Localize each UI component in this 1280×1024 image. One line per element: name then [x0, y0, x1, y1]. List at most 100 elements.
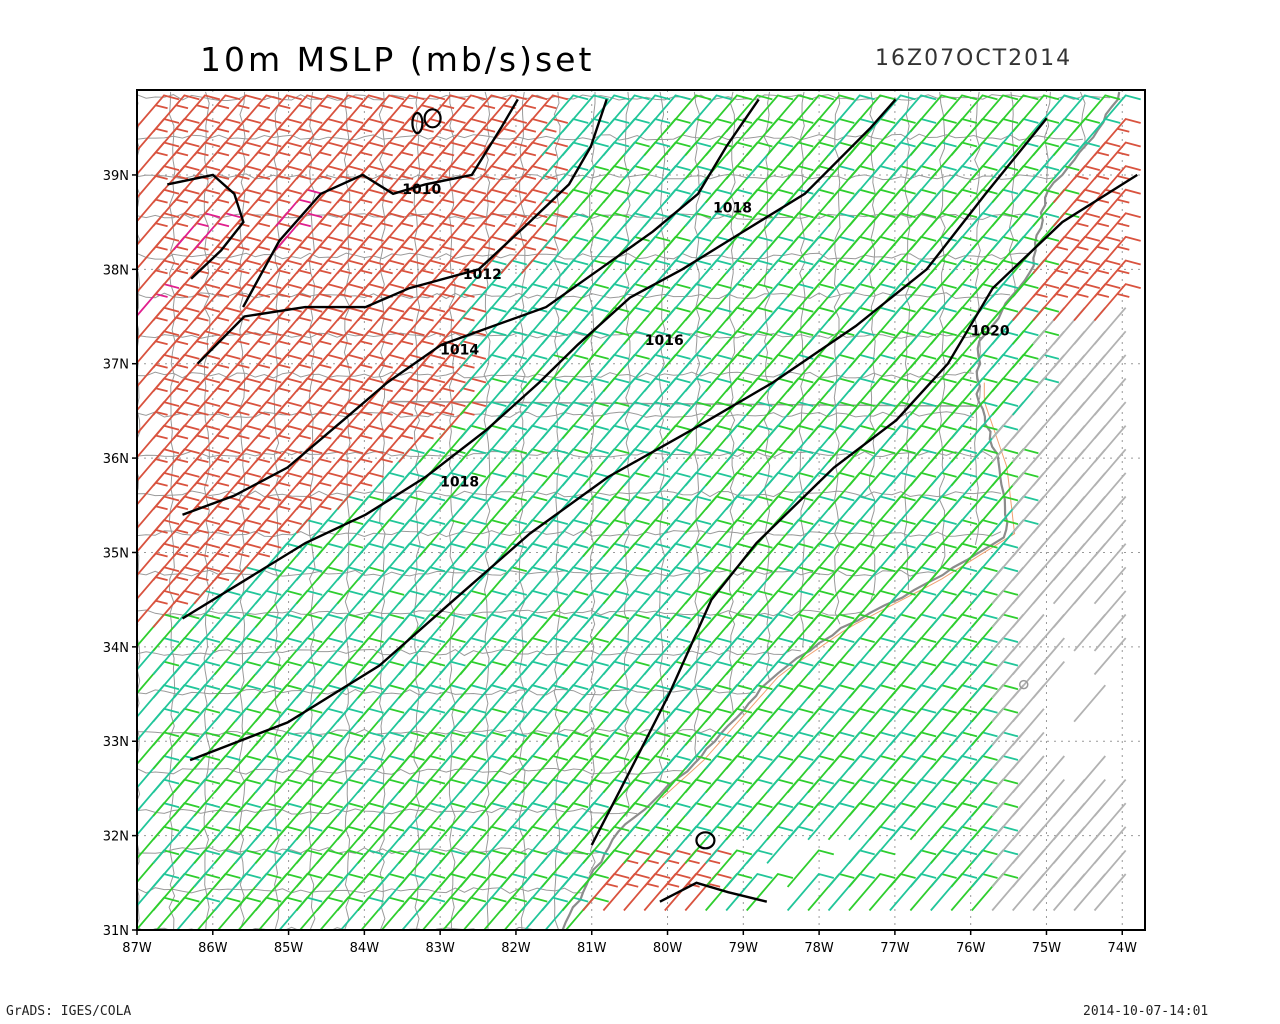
boundary-line [483, 91, 491, 930]
isobar-1012 [196, 99, 608, 365]
wind-barb [930, 94, 978, 133]
boundary-line [137, 292, 1011, 300]
isobar-1020 [590, 173, 1138, 846]
wind-barb [1093, 377, 1127, 416]
isobar-label: 1018 [440, 474, 479, 490]
wind-barb [889, 849, 937, 888]
coastline-path [561, 91, 1121, 930]
boundary-line [273, 91, 281, 930]
lon-tick-label: 84W [350, 941, 380, 956]
wind-barb [1093, 330, 1127, 369]
boundary-line [137, 569, 938, 577]
wind-barb [827, 94, 875, 133]
wind-barb [137, 94, 180, 129]
isobar-1020 [659, 881, 768, 903]
isobar-1010 [242, 98, 519, 308]
boundary-line [137, 609, 865, 617]
wind-barb [1093, 117, 1141, 156]
isobar-label: 1018 [713, 201, 752, 217]
wind-barb [684, 94, 732, 133]
wind-barb [1093, 566, 1127, 605]
wind-barb [1012, 755, 1045, 794]
wind-barb [868, 94, 916, 133]
wind-barb [500, 94, 548, 133]
lat-tick-label: 33N [103, 735, 129, 750]
lon-tick-label: 86W [198, 941, 228, 956]
wind-barb [1093, 472, 1127, 510]
wind-barb [418, 94, 466, 133]
wind-barb [1073, 779, 1106, 817]
wind-barb [1052, 94, 1101, 133]
wind-barb [336, 94, 384, 133]
isobar-1018 [189, 117, 1048, 762]
wind-barb [1012, 94, 1060, 133]
chart-title: 10m MSLP (mb/s)set [200, 40, 595, 79]
boundary-line [588, 91, 596, 874]
wind-barb [1012, 708, 1045, 746]
wind-barb [623, 94, 671, 133]
isobar-ring [411, 111, 424, 135]
wind-barb [1093, 165, 1141, 204]
wind-barb [1093, 826, 1127, 864]
lat-tick-label: 32N [103, 830, 129, 845]
wind-barb [1032, 755, 1065, 794]
wind-barb [1032, 779, 1065, 817]
isobar-label: 1010 [402, 182, 441, 198]
wind-barb [889, 94, 937, 133]
wind-barb [807, 94, 855, 133]
wind-barb [1093, 448, 1127, 487]
isobar-ring [695, 831, 716, 850]
wind-barb [398, 94, 446, 133]
boundary-line [137, 648, 801, 657]
wind-barb [1093, 495, 1127, 534]
wind-barb [786, 872, 835, 912]
wind-barb [1093, 613, 1127, 652]
wind-barb [1093, 802, 1127, 841]
wind-barb [827, 849, 875, 888]
boundary-line [203, 91, 211, 930]
isobar-labels: 1010 1012 1014 1016 1018 1018 1020 [402, 182, 1010, 491]
boundary-line [903, 91, 911, 591]
boundary-line [137, 887, 583, 894]
wind-barb [1093, 141, 1141, 180]
wind-barb [786, 94, 835, 133]
wind-barb [152, 94, 200, 133]
wind-barb [1032, 637, 1065, 676]
wind-barb [971, 94, 1019, 133]
wind-barb [643, 94, 691, 133]
boundary-line [137, 807, 638, 815]
wind-barb [602, 94, 650, 133]
boundary-line [168, 91, 176, 930]
boundary-line [413, 91, 421, 930]
isobar-1014 [182, 98, 760, 516]
lat-tick-label: 38N [103, 263, 129, 278]
isobar-label: 1014 [440, 342, 479, 358]
wind-barb [664, 94, 712, 133]
wind-barb [725, 872, 773, 912]
wind-barb [520, 94, 569, 133]
boundary-line [378, 91, 386, 930]
wind-barb [1093, 637, 1127, 676]
footer-credit: GrADS: IGES/COLA [6, 1004, 132, 1019]
wind-barb [725, 94, 773, 133]
lat-tick-label: 37N [103, 358, 129, 373]
wind-barb [173, 94, 221, 133]
lat-tick-label: 39N [103, 169, 129, 184]
wind-barb [459, 94, 507, 133]
wind-barb [705, 849, 753, 888]
lon-tick-label: 81W [577, 941, 607, 956]
wind-barb [1012, 731, 1045, 770]
wind-barb [1093, 235, 1141, 274]
wind-barb [254, 94, 302, 133]
boundary-line [553, 91, 561, 930]
lon-tick-label: 82W [501, 941, 531, 956]
lon-tick-label: 75W [1032, 941, 1062, 956]
wind-barb [1032, 94, 1080, 133]
wind-barb [582, 94, 630, 133]
wind-barb [541, 94, 589, 133]
wind-barb [1093, 307, 1127, 345]
lat-tick-label: 34N [103, 641, 129, 656]
lon-tick-label: 87W [122, 941, 152, 956]
wind-barb [561, 94, 609, 133]
